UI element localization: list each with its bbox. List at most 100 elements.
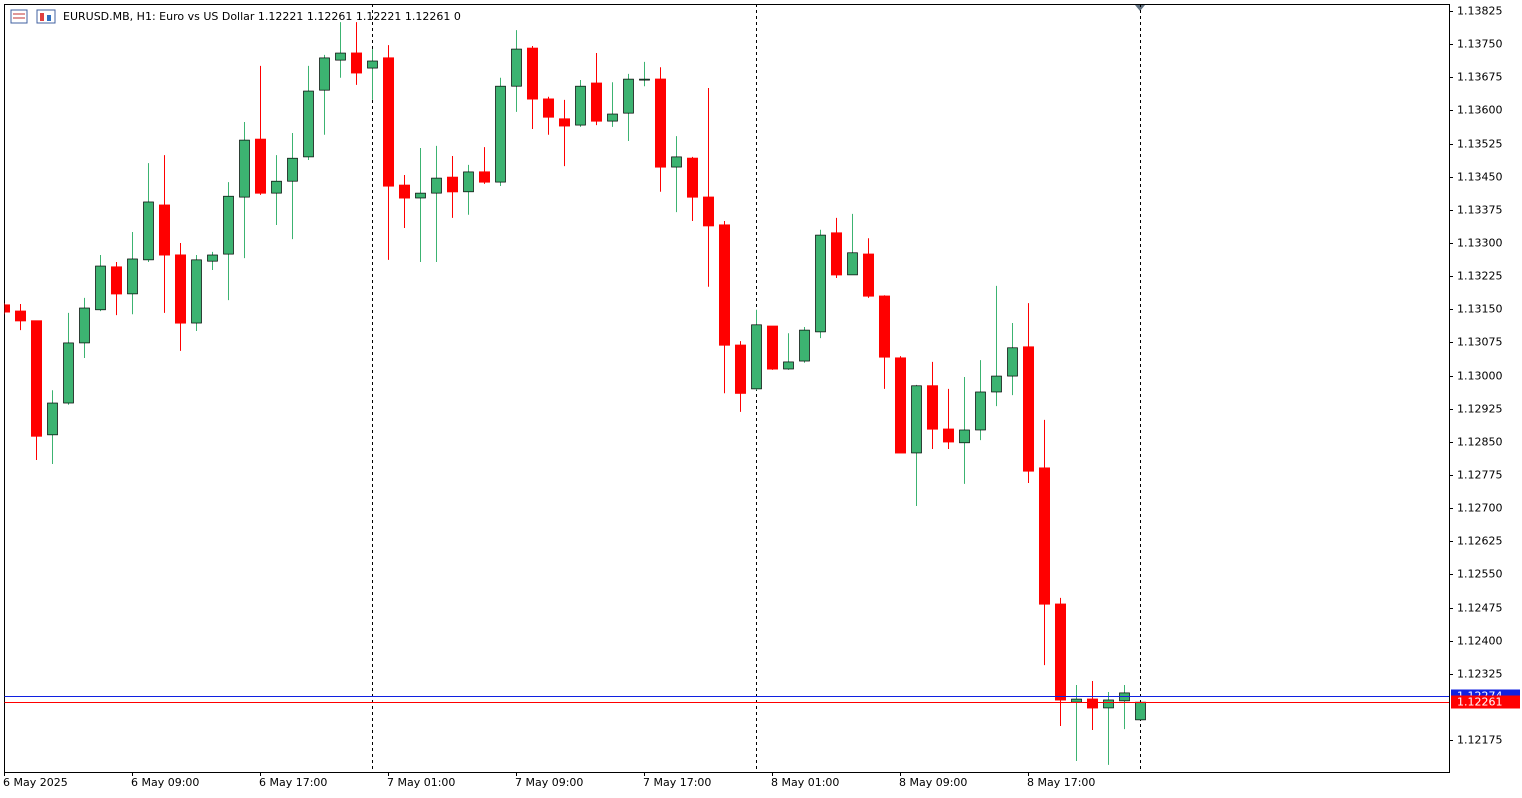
icon-bar	[47, 15, 51, 21]
candle-body	[415, 192, 426, 199]
symbol-icons	[10, 9, 56, 24]
candle-body	[95, 265, 106, 311]
y-tick-label: 1.13225	[1457, 270, 1503, 283]
chart-title: EURUSD.MB, H1: Euro vs US Dollar 1.12221…	[63, 10, 461, 23]
y-tick-label: 1.12325	[1457, 668, 1503, 681]
candle-body	[495, 85, 506, 183]
x-tick-label: 8 May 09:00	[899, 776, 967, 789]
icon-bar	[40, 13, 44, 21]
y-tick-label: 1.12700	[1457, 502, 1503, 515]
x-tick-label: 7 May 09:00	[515, 776, 583, 789]
candle-body	[783, 361, 794, 370]
x-tick-label: 6 May 17:00	[259, 776, 327, 789]
candle-body	[735, 344, 746, 394]
y-tick-label: 1.12175	[1457, 734, 1503, 747]
x-tick-label: 6 May 2025	[3, 776, 68, 789]
candle-body	[655, 78, 666, 168]
candle-body	[303, 90, 314, 158]
candle-body	[511, 48, 522, 87]
y-tick-label: 1.13675	[1457, 71, 1503, 84]
candle-body	[879, 295, 890, 358]
candle-body	[383, 57, 394, 187]
candle-body	[207, 254, 218, 262]
candle-body	[447, 176, 458, 193]
icon-list	[10, 9, 28, 24]
candle-body	[591, 82, 602, 122]
y-tick-label: 1.12850	[1457, 436, 1503, 449]
candle-body	[1103, 699, 1114, 709]
candle-body	[751, 324, 762, 390]
y-tick-label: 1.12625	[1457, 535, 1503, 548]
candle-body	[463, 171, 474, 193]
candle-body	[399, 184, 410, 199]
candle-body	[1055, 603, 1066, 701]
y-tick-label: 1.13000	[1457, 370, 1503, 383]
candle-body	[719, 224, 730, 346]
candle-body	[687, 157, 698, 198]
candle-body	[239, 139, 250, 198]
candle-body	[15, 310, 26, 322]
candle-body	[319, 57, 330, 91]
candle-body	[575, 85, 586, 126]
candle-body	[159, 204, 170, 256]
candle-body	[1135, 701, 1146, 721]
candle-body	[351, 52, 362, 74]
candle-body	[623, 78, 634, 114]
candle-body	[31, 320, 42, 437]
candle-body	[335, 52, 346, 61]
candle-body	[479, 171, 490, 183]
candle-body	[639, 78, 650, 81]
candle-body	[959, 429, 970, 444]
candle-body	[527, 47, 538, 100]
candle-body	[1071, 698, 1082, 703]
y-tick-label: 1.13825	[1457, 5, 1503, 18]
y-tick-label: 1.13075	[1457, 336, 1503, 349]
candle-body	[47, 402, 58, 436]
candle-body	[927, 385, 938, 430]
y-tick-label: 1.13750	[1457, 38, 1503, 51]
icon-chart	[36, 9, 56, 24]
shift-marker	[1135, 5, 1145, 11]
bid-label: 1.12261	[1457, 696, 1503, 709]
x-tick-label: 6 May 09:00	[131, 776, 199, 789]
plot-area	[4, 4, 1449, 772]
bid-label-bg	[1451, 695, 1520, 709]
y-tick-label: 1.13300	[1457, 237, 1503, 250]
y-tick-label: 1.13375	[1457, 204, 1503, 217]
plot-frame	[4, 4, 1450, 773]
candle-body	[79, 307, 90, 344]
x-tick-label: 7 May 01:00	[387, 776, 455, 789]
candle-body	[1007, 347, 1018, 377]
y-tick-label: 1.12400	[1457, 635, 1503, 648]
candle-body	[431, 177, 442, 194]
y-tick-label: 1.12475	[1457, 602, 1503, 615]
candle-body	[191, 259, 202, 324]
x-tick-label: 7 May 17:00	[643, 776, 711, 789]
candle-body	[1023, 346, 1034, 472]
candle-body	[911, 385, 922, 454]
y-tick-label: 1.13450	[1457, 171, 1503, 184]
candle-body	[847, 252, 858, 276]
y-tick-label: 1.13150	[1457, 303, 1503, 316]
candle-body	[991, 375, 1002, 393]
y-tick-label: 1.12925	[1457, 403, 1503, 416]
candle-body	[607, 113, 618, 122]
candle-body	[127, 258, 138, 295]
candle-body	[111, 266, 122, 295]
candle-body	[943, 428, 954, 443]
y-tick-label: 1.12775	[1457, 469, 1503, 482]
candle-body	[559, 118, 570, 127]
candle-body	[799, 329, 810, 362]
candle-body	[4, 304, 10, 313]
candle-body	[767, 325, 778, 370]
x-tick-label: 8 May 17:00	[1027, 776, 1095, 789]
candle-body	[63, 342, 74, 404]
y-tick-label: 1.13600	[1457, 104, 1503, 117]
candle-body	[895, 357, 906, 454]
candle-body	[815, 234, 826, 333]
candle-body	[703, 196, 714, 227]
candle-body	[1039, 467, 1050, 605]
candle-body	[255, 138, 266, 194]
